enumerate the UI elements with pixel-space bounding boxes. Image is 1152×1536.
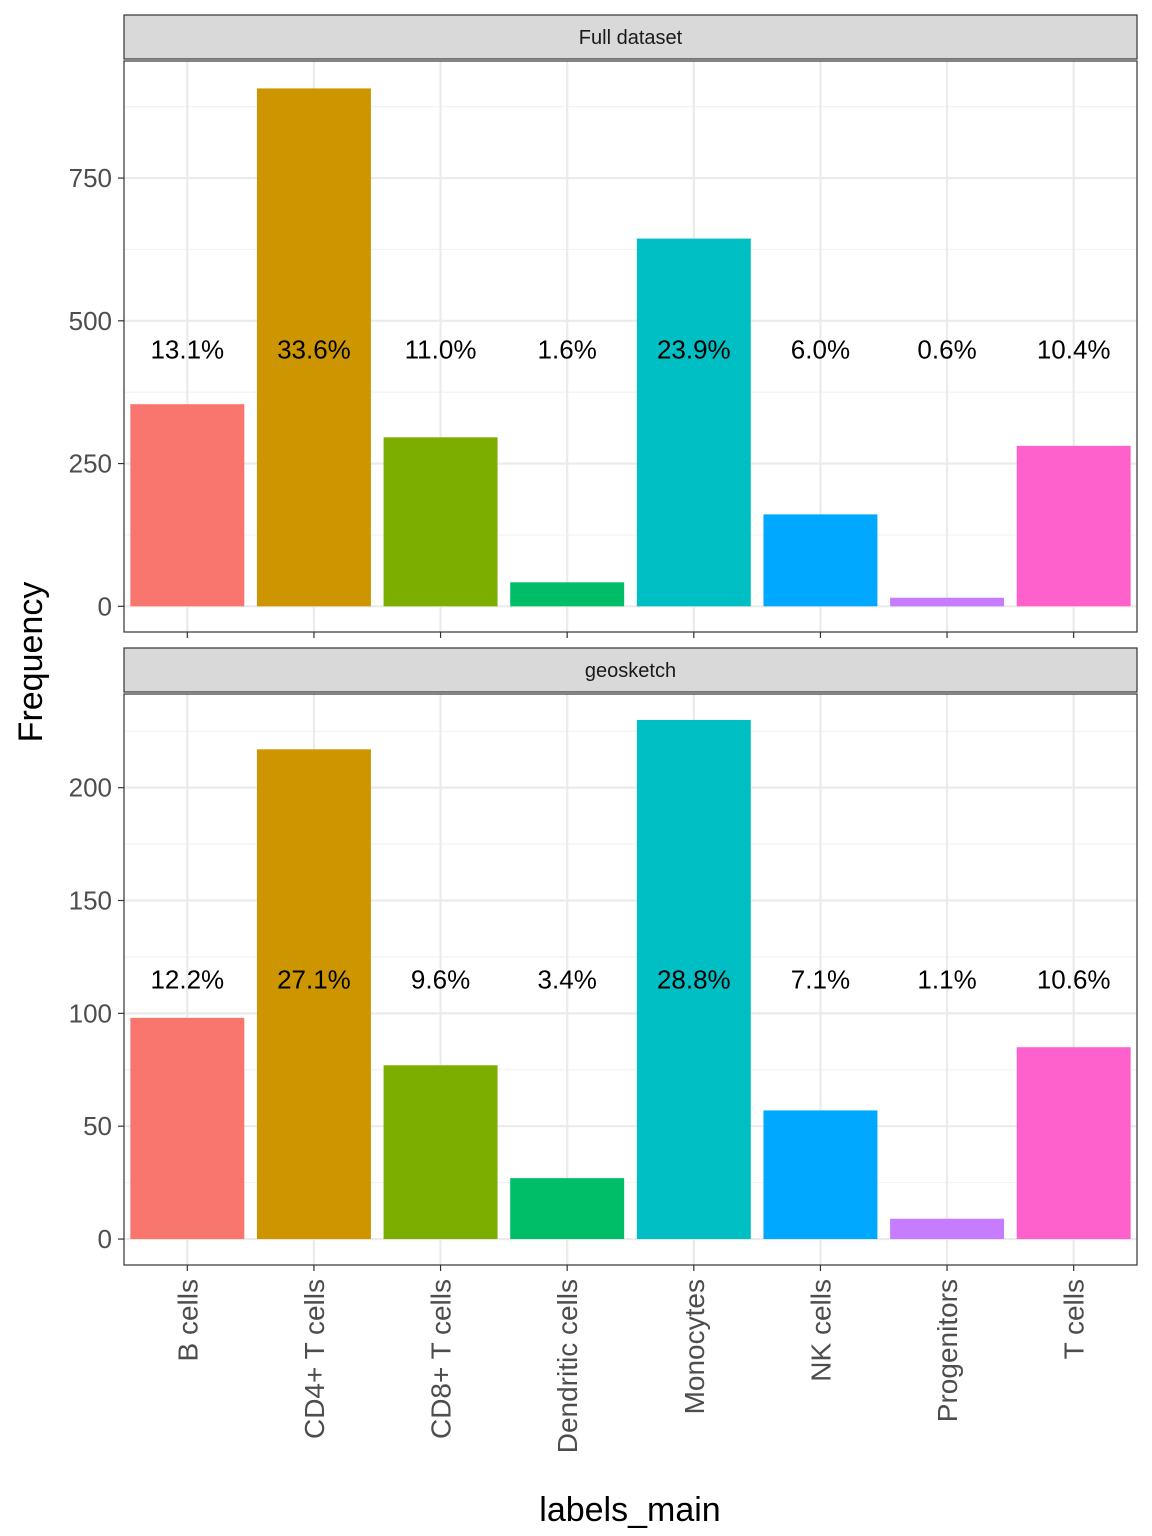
y-tick-label: 100: [69, 998, 112, 1028]
x-tick-label: NK cells: [805, 1279, 836, 1382]
y-tick-label: 200: [69, 773, 112, 803]
bar-percent-label: 13.1%: [150, 334, 224, 364]
bar-dendritic-cells: [510, 1178, 625, 1240]
bar-percent-label: 6.0%: [791, 334, 850, 364]
bar-cd4-t-cells: [256, 88, 371, 607]
y-tick-label: 0: [98, 591, 112, 621]
facet-strip: [123, 647, 1138, 693]
bar-nk-cells: [763, 514, 878, 607]
facet-strip-label: geosketch: [585, 660, 676, 682]
bar-percent-label: 10.6%: [1037, 965, 1111, 995]
bar-cd8-t-cells: [383, 1065, 498, 1240]
bar-t-cells: [1016, 1047, 1131, 1240]
y-tick-label: 750: [69, 163, 112, 193]
x-tick-label: Dendritic cells: [552, 1279, 583, 1453]
panel-border: [123, 693, 1138, 1266]
facet-panel-2: geosketch 12.2% 27.1% 9.6% 3.4% 28.8% 7.1% 1.1%…: [69, 647, 1138, 1271]
y-tick-label: 500: [69, 306, 112, 336]
bar-percent-label: 1.1%: [917, 965, 976, 995]
y-tick-label: 150: [69, 886, 112, 916]
bar-nk-cells: [763, 1110, 878, 1240]
bar-percent-label: 28.8%: [657, 965, 731, 995]
bar-percent-label: 11.0%: [405, 334, 477, 364]
bar-cd8-t-cells: [383, 437, 498, 607]
facet-panel-1: Full dataset 13.1% 33.6% 11.0% 1.6% 23.9% 6.0%…: [69, 14, 1138, 638]
bar-percent-label: 7.1%: [791, 965, 850, 995]
bar-percent-label: 10.4%: [1037, 334, 1111, 364]
x-tick-label: Monocytes: [679, 1279, 710, 1414]
bar-percent-label: 23.9%: [657, 334, 731, 364]
bar-cd4-t-cells: [256, 749, 371, 1240]
bar-b-cells: [130, 404, 245, 607]
x-tick-label: CD8+ T cells: [426, 1279, 457, 1439]
bar-b-cells: [130, 1017, 245, 1240]
y-tick-label: 250: [69, 449, 112, 479]
bar-dendritic-cells: [510, 582, 625, 607]
bar-percent-label: 1.6%: [538, 334, 597, 364]
x-tick-label: B cells: [172, 1279, 203, 1361]
bar-progenitors: [890, 597, 1005, 607]
y-axis-title: Frequency: [12, 582, 50, 743]
bar-monocytes: [636, 719, 751, 1240]
panel-border: [123, 60, 1138, 633]
facet-strip: [123, 14, 1138, 60]
x-axis-title: labels_main: [539, 1491, 720, 1529]
bar-monocytes: [636, 238, 751, 607]
x-tick-label: Progenitors: [932, 1279, 963, 1422]
facet-strip-label: Full dataset: [579, 27, 683, 49]
bar-percent-label: 0.6%: [917, 334, 976, 364]
bar-percent-label: 33.6%: [277, 334, 351, 364]
bar-percent-label: 3.4%: [538, 965, 597, 995]
y-tick-label: 0: [98, 1224, 112, 1254]
bar-percent-label: 27.1%: [277, 965, 351, 995]
bar-progenitors: [890, 1218, 1005, 1240]
bar-percent-label: 9.6%: [411, 965, 470, 995]
bar-t-cells: [1016, 445, 1131, 607]
x-tick-label: T cells: [1059, 1279, 1090, 1359]
y-tick-label: 50: [83, 1111, 112, 1141]
bar-percent-label: 12.2%: [150, 965, 224, 995]
x-tick-label: CD4+ T cells: [299, 1279, 330, 1439]
